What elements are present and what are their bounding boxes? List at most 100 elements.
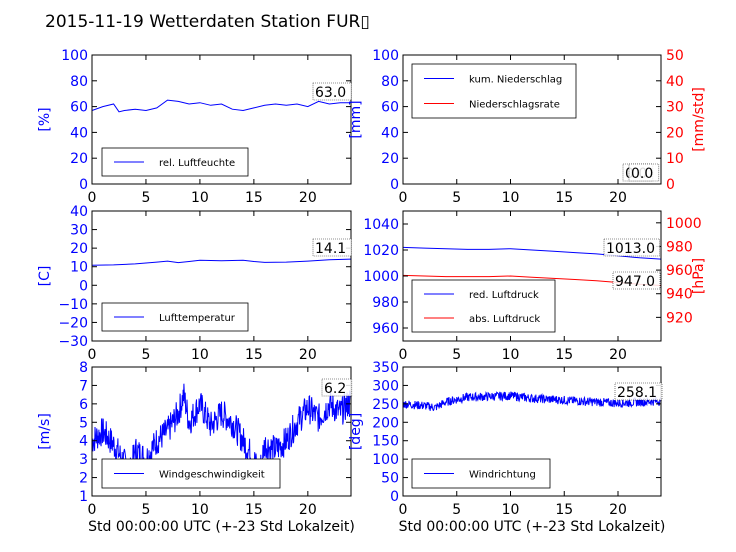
y-tick-label: 8 <box>79 360 88 376</box>
value-annotation-box <box>321 378 353 397</box>
y-tick-label: 350 <box>372 360 399 376</box>
chart-panel-3: 0 5 10 15 20 −30 −20 −10 0 10 20 30 40 [C] Lufttempera… <box>37 204 352 363</box>
y-tick-label: 980 <box>372 295 399 311</box>
y-tick-label: 10 <box>70 260 88 276</box>
y-tick-label: 1040 <box>363 217 399 233</box>
y2-tick-label: 10 <box>666 151 684 167</box>
y-tick-label: 50 <box>381 471 399 487</box>
y-tick-label: 1000 <box>363 269 399 285</box>
y2-tick-label: 940 <box>666 287 693 303</box>
y2-axis-label: [mm/std] <box>691 87 707 152</box>
x-tick-label: 10 <box>502 190 520 206</box>
y-tick-label: 100 <box>372 452 399 468</box>
x-tick-label: 5 <box>141 502 150 518</box>
plot-frame <box>91 54 352 185</box>
y-tick-label: 2 <box>79 471 88 487</box>
y-tick-label: 40 <box>381 125 399 141</box>
y-tick-label: 20 <box>381 151 399 167</box>
y2-tick-label: 980 <box>666 239 693 255</box>
x-tick-label: 15 <box>245 347 263 363</box>
x-tick-label: 5 <box>452 347 461 363</box>
chart-panel-5: 0 5 10 15 20 1 2 3 4 5 6 7 8 [m/s] Std 00:00:00 UTC (+… <box>37 360 355 535</box>
y-tick-label: 300 <box>372 378 399 394</box>
x-tick-label: 15 <box>555 190 573 206</box>
legend-label: Niederschlagsrate <box>469 100 560 111</box>
y-tick-label: 3 <box>79 452 88 468</box>
x-tick-label: 10 <box>191 190 209 206</box>
y-axis-label: [C] <box>37 266 53 287</box>
y-tick-label: 20 <box>70 151 88 167</box>
value-annotation: 947.0 <box>615 274 655 290</box>
y-axis-label: [mm] <box>348 100 364 138</box>
chart-panel-2: 0 5 10 15 20 0 20 40 60 80 100 0 10 20 30 40 50 [mm/std] [… <box>348 48 707 206</box>
x-tick-label: 0 <box>88 190 97 206</box>
y-axis-label: [m/s] <box>37 413 53 450</box>
x-tick-label: 0 <box>399 347 408 363</box>
plot-frame <box>91 366 352 497</box>
y-tick-label: 80 <box>381 74 399 90</box>
x-tick-label: 20 <box>299 190 317 206</box>
value-annotation: 1013.0 <box>606 241 655 257</box>
y-tick-label: 1020 <box>363 243 399 259</box>
x-tick-label: 20 <box>609 502 627 518</box>
plot-frame <box>402 54 662 185</box>
x-tick-label: 0 <box>399 190 408 206</box>
y2-tick-label: 960 <box>666 263 693 279</box>
x-tick-label: 10 <box>191 347 209 363</box>
y-tick-label: 20 <box>70 241 88 257</box>
legend-label: Windrichtung <box>469 470 536 481</box>
legend-label: red. Luftdruck <box>469 290 539 301</box>
legend-box <box>411 279 556 333</box>
y-tick-label: 0 <box>390 177 399 193</box>
plot-frame <box>402 366 662 497</box>
x-tick-label: 20 <box>609 347 627 363</box>
legend-label: kum. Niederschlag <box>469 75 562 86</box>
value-annotation-box <box>612 271 661 290</box>
value-annotation-box <box>614 382 663 401</box>
y-tick-label: 100 <box>372 48 399 64</box>
y-tick-label: 30 <box>70 223 88 239</box>
y-axis-label: [deg] <box>348 413 364 450</box>
x-tick-label: 15 <box>555 347 573 363</box>
x-tick-label: 0 <box>88 502 97 518</box>
x-tick-label: 15 <box>245 502 263 518</box>
y-tick-label: 960 <box>372 321 399 337</box>
x-axis-label: Std 00:00:00 UTC (+-23 Std Lokalzeit) <box>399 519 666 535</box>
y-tick-label: 40 <box>70 125 88 141</box>
y-tick-label: 40 <box>70 204 88 220</box>
value-annotation-box <box>628 163 660 182</box>
y-tick-label: 0 <box>79 278 88 294</box>
y2-axis-label: [hPa] <box>691 258 707 294</box>
plot-frame <box>91 210 352 342</box>
x-tick-label: 5 <box>452 190 461 206</box>
y-tick-label: 4 <box>79 434 88 450</box>
y-tick-label: 6 <box>79 397 88 413</box>
x-tick-label: 0 <box>399 502 408 518</box>
x-tick-label: 5 <box>141 347 150 363</box>
y2-tick-label: 0 <box>666 177 675 193</box>
x-tick-label: 5 <box>452 502 461 518</box>
value-annotation: 6.2 <box>324 381 346 397</box>
x-tick-label: 0 <box>88 347 97 363</box>
legend-label: Windgeschwindigkeit <box>159 470 265 481</box>
y-tick-label: 0 <box>390 489 399 505</box>
x-tick-label: 15 <box>245 190 263 206</box>
legend-label: abs. Luftdruck <box>469 314 540 325</box>
y-tick-label: 0 <box>79 177 88 193</box>
y-tick-label: 200 <box>372 415 399 431</box>
y-tick-label: 60 <box>70 100 88 116</box>
x-tick-label: 20 <box>299 502 317 518</box>
x-tick-label: 10 <box>502 502 520 518</box>
value-annotation: 0.0 <box>631 166 653 182</box>
x-tick-label: 20 <box>299 347 317 363</box>
y-tick-label: 150 <box>372 434 399 450</box>
x-tick-label: 10 <box>502 347 520 363</box>
y-tick-label: 80 <box>70 74 88 90</box>
series-line-1 <box>91 99 351 113</box>
y2-tick-label: 1000 <box>666 216 702 232</box>
y-tick-label: 7 <box>79 378 88 394</box>
y-tick-label: 60 <box>381 100 399 116</box>
value-annotation: 14.1 <box>315 241 346 257</box>
